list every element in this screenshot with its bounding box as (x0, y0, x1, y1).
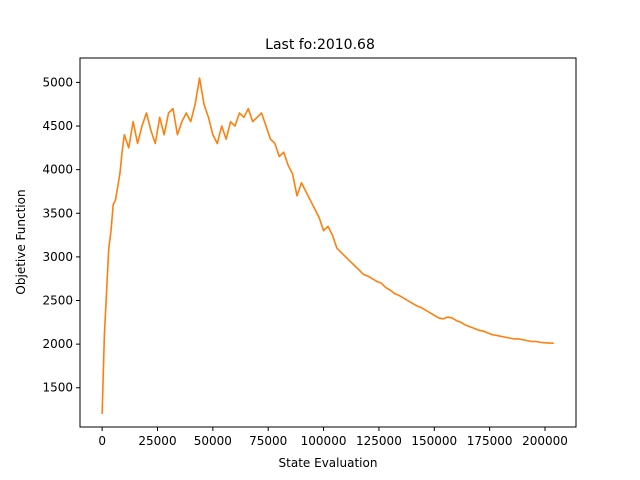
x-axis-ticks: 0 25000 50000 75000 100000 125000 150000 175000… (98, 427, 568, 448)
y-axis-ticks: 1500 2000 2500 3000 3500 4000 4500 5000 (42, 75, 80, 395)
x-tick-label: 200000 (522, 434, 568, 448)
y-tick-label: 1500 (42, 381, 73, 395)
x-tick-label: 0 (98, 434, 106, 448)
y-tick-label: 2500 (42, 294, 73, 308)
x-tick-label: 150000 (411, 434, 457, 448)
x-tick-label: 50000 (194, 434, 232, 448)
series-line (101, 77, 554, 414)
x-tick-label: 125000 (356, 434, 402, 448)
y-tick-label: 3500 (42, 206, 73, 220)
x-tick-label: 175000 (467, 434, 513, 448)
axes-frame (79, 57, 577, 428)
y-tick-label: 4500 (42, 119, 73, 133)
y-tick-label: 3000 (42, 250, 73, 264)
x-tick-label: 25000 (138, 434, 176, 448)
plot-area (101, 77, 554, 414)
y-tick-label: 2000 (42, 337, 73, 351)
x-axis-label: State Evaluation (279, 456, 378, 470)
chart-title: Last fo:2010.68 (265, 37, 375, 53)
y-axis-label: Objetive Function (14, 189, 28, 294)
x-tick-label: 75000 (249, 434, 287, 448)
x-tick-label: 100000 (301, 434, 347, 448)
y-tick-label: 4000 (42, 163, 73, 177)
y-tick-label: 5000 (42, 75, 73, 89)
